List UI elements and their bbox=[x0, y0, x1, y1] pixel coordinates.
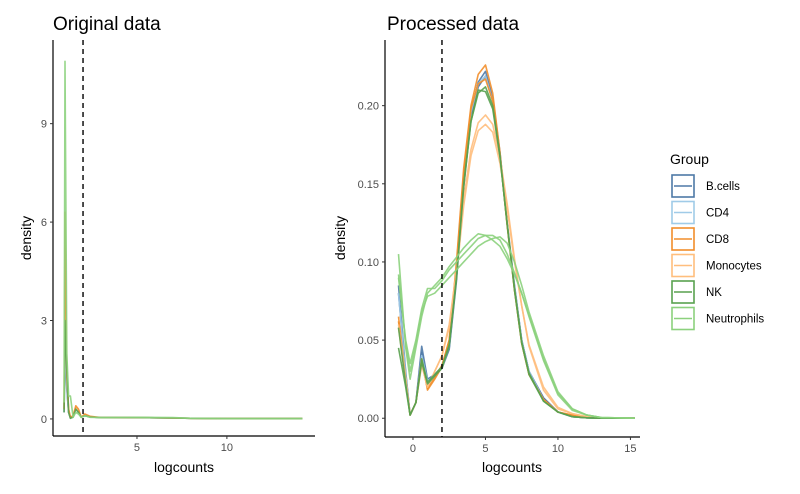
right-y-tick-label: 0.15 bbox=[358, 179, 379, 191]
left-y-tick-label: 3 bbox=[41, 316, 47, 328]
right-panel: 0 5 10 15 0.00 0.05 0.10 0.15 0.20 bbox=[358, 40, 640, 455]
right-series-neutrophils-10 bbox=[397, 233, 635, 419]
left-y-axis-label: density bbox=[18, 216, 34, 260]
left-panel: 5 10 0 3 6 9 bbox=[41, 40, 315, 454]
legend-label: NK bbox=[706, 287, 722, 299]
left-series-neutrophils-5 bbox=[63, 60, 303, 420]
right-series-b-cells-0 bbox=[397, 70, 635, 419]
left-series-cd4-1 bbox=[63, 336, 303, 420]
right-series-nk-8 bbox=[397, 89, 635, 419]
left-x-tick-label: 5 bbox=[134, 442, 140, 454]
left-series-cd8-3 bbox=[63, 211, 303, 420]
left-x-tick-label: 10 bbox=[221, 442, 233, 454]
left-y-tick-label: 0 bbox=[41, 414, 47, 426]
right-series-neutrophils-11 bbox=[397, 236, 635, 419]
right-series-neutrophils-9 bbox=[397, 234, 635, 419]
right-series-cd8-3 bbox=[397, 64, 635, 419]
right-x-tick-label: 0 bbox=[410, 443, 416, 455]
right-series-nk-7 bbox=[397, 86, 635, 419]
left-y-tick-label: 9 bbox=[41, 119, 47, 131]
legend: B.cells CD4 CD8 Monocytes NK Neutrophils bbox=[671, 174, 764, 331]
right-y-tick-label: 0.05 bbox=[358, 335, 379, 347]
right-x-tick-label: 10 bbox=[552, 443, 564, 455]
legend-label: B.cells bbox=[706, 181, 740, 193]
right-x-tick-label: 15 bbox=[624, 443, 636, 455]
right-panel-title: Processed data bbox=[387, 14, 519, 35]
right-y-tick-label: 0.20 bbox=[358, 101, 379, 113]
left-series-monocytes-2 bbox=[63, 247, 303, 420]
right-series-cd4-2 bbox=[397, 75, 635, 419]
left-y-tick-label: 6 bbox=[41, 217, 47, 229]
left-x-axis-label: logcounts bbox=[154, 459, 214, 475]
right-x-axis-label: logcounts bbox=[482, 459, 542, 475]
left-series-nk-4 bbox=[63, 319, 303, 420]
right-series-b-cells-1 bbox=[397, 75, 635, 419]
legend-title: Group bbox=[670, 151, 709, 167]
right-y-tick-label: 0.00 bbox=[358, 413, 379, 425]
legend-label: Neutrophils bbox=[706, 314, 764, 326]
legend-label: Monocytes bbox=[706, 261, 762, 273]
left-panel-title: Original data bbox=[53, 14, 161, 35]
legend-label: CD4 bbox=[706, 208, 730, 220]
right-series-cd8-4 bbox=[397, 78, 635, 419]
right-x-tick-label: 5 bbox=[482, 443, 488, 455]
right-y-tick-label: 0.10 bbox=[358, 257, 379, 269]
right-y-axis-label: density bbox=[332, 216, 348, 260]
legend-label: CD8 bbox=[706, 234, 729, 246]
left-series-b-cells-0 bbox=[63, 346, 303, 420]
